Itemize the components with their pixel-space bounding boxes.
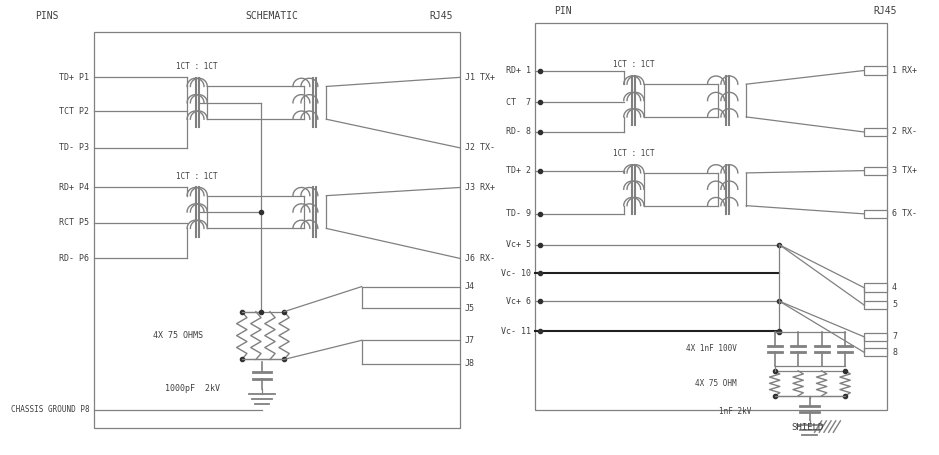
Text: 4X 1nF 100V: 4X 1nF 100V [686, 344, 737, 354]
Bar [864, 210, 887, 218]
Text: 1 RX+: 1 RX+ [892, 66, 917, 75]
Text: RJ45: RJ45 [429, 11, 454, 21]
Text: TD+ P1: TD+ P1 [59, 73, 89, 82]
Text: J1 TX+: J1 TX+ [465, 73, 495, 82]
Text: Vc- 10: Vc- 10 [500, 268, 531, 278]
Text: 3 TX+: 3 TX+ [892, 166, 917, 175]
Text: Vc+ 5: Vc+ 5 [505, 240, 531, 249]
Text: CHASSIS GROUND P8: CHASSIS GROUND P8 [10, 405, 89, 414]
Text: J5: J5 [465, 304, 475, 313]
Text: J7: J7 [465, 336, 475, 345]
Bar [864, 167, 887, 175]
Bar [864, 301, 887, 309]
Text: RD- 8: RD- 8 [505, 127, 531, 136]
Text: TD- P3: TD- P3 [59, 143, 89, 152]
Text: 4: 4 [892, 283, 897, 292]
Text: RD+ P4: RD+ P4 [59, 183, 89, 192]
Text: SHIELD: SHIELD [792, 423, 824, 432]
Text: 1CT : 1CT: 1CT : 1CT [613, 60, 654, 69]
Bar [864, 128, 887, 136]
Text: 1nF 2kV: 1nF 2kV [719, 407, 751, 416]
Text: 6 TX-: 6 TX- [892, 209, 917, 218]
Bar [864, 333, 887, 341]
Text: 4X 75 OHMS: 4X 75 OHMS [153, 331, 204, 340]
Text: RD+ 1: RD+ 1 [505, 66, 531, 75]
Text: J8: J8 [465, 359, 475, 369]
Bar [864, 66, 887, 75]
Bar [94, 32, 460, 428]
Text: Vc+ 6: Vc+ 6 [505, 297, 531, 306]
Text: J4: J4 [465, 282, 475, 291]
Text: TD+ 2: TD+ 2 [505, 166, 531, 175]
Text: 1CT : 1CT: 1CT : 1CT [613, 149, 654, 158]
Text: J6 RX-: J6 RX- [465, 254, 495, 263]
Text: CT  7: CT 7 [505, 98, 531, 107]
Bar [864, 283, 887, 292]
Text: SCHEMATIC: SCHEMATIC [246, 11, 299, 21]
Bar [864, 348, 887, 356]
Text: RCT P5: RCT P5 [59, 218, 89, 228]
Text: 2 RX-: 2 RX- [892, 127, 917, 136]
Text: 8: 8 [892, 348, 897, 357]
Text: TCT P2: TCT P2 [59, 107, 89, 116]
Text: PINS: PINS [35, 11, 59, 21]
Text: 5: 5 [892, 300, 897, 309]
Text: Vc- 11: Vc- 11 [500, 327, 531, 336]
Bar [535, 23, 887, 410]
Text: 4X 75 OHM: 4X 75 OHM [696, 379, 737, 388]
Text: 1CT : 1CT: 1CT : 1CT [177, 172, 218, 181]
Text: TD- 9: TD- 9 [505, 209, 531, 218]
Text: PIN: PIN [555, 6, 572, 16]
Text: 1000pF  2kV: 1000pF 2kV [165, 384, 220, 393]
Text: RJ45: RJ45 [873, 6, 897, 16]
Text: J2 TX-: J2 TX- [465, 143, 495, 152]
Text: 1CT : 1CT: 1CT : 1CT [177, 62, 218, 71]
Text: J3 RX+: J3 RX+ [465, 183, 495, 192]
Text: 7: 7 [892, 332, 897, 341]
Text: RD- P6: RD- P6 [59, 254, 89, 263]
